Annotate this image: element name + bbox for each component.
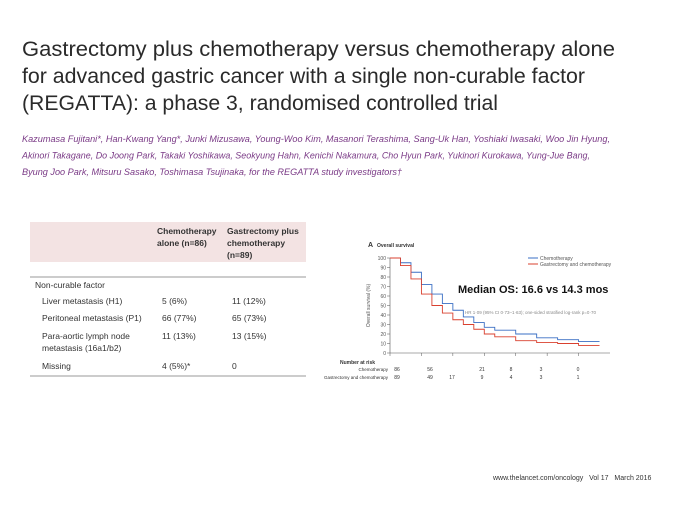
y-tick-label: 90: [380, 265, 386, 271]
survival-curve: [390, 257, 600, 346]
cell: 0: [232, 361, 237, 371]
column-header: Gastrectomy plus: [227, 226, 299, 236]
row-label: Missing: [42, 361, 71, 371]
y-tick-label: 60: [380, 294, 386, 300]
cell: 5 (6%): [162, 296, 187, 306]
y-tick-label: 40: [380, 313, 386, 319]
column-header: (n=89): [227, 250, 252, 260]
row-label: Peritoneal metastasis (P1): [42, 313, 142, 323]
row-label: metastasis (16a1/b2): [42, 343, 122, 353]
authors: Byung Joo Park, Mitsuru Sasako, Toshimas…: [22, 167, 403, 178]
column-header: Chemotherapy: [157, 226, 217, 236]
risk-value: 56: [427, 367, 433, 373]
paper-title: Gastrectomy plus chemotherapy versus che…: [22, 38, 615, 61]
cell: 66 (77%): [162, 313, 197, 323]
y-tick-label: 100: [378, 256, 387, 262]
chart-note: HR 1·09 (95% CI 0·73–1·63); one-sided st…: [465, 310, 596, 315]
risk-value: 9: [481, 375, 484, 381]
cell: 11 (13%): [162, 331, 196, 341]
cell: 65 (73%): [232, 313, 267, 323]
section-label: Non-curable factor: [35, 280, 105, 290]
paper-title: (REGATTA): a phase 3, randomised control…: [22, 92, 498, 115]
risk-value: 86: [394, 367, 400, 373]
y-axis-label: Overall survival (%): [366, 283, 372, 327]
risk-value: 49: [427, 375, 433, 381]
legend-label: Gastrectomy and chemotherapy: [540, 262, 612, 268]
y-tick-label: 0: [383, 351, 386, 357]
risk-row-label: Gastrectomy and chemotherapy: [324, 375, 389, 380]
y-tick-label: 80: [380, 275, 386, 281]
authors: Akinori Takagane, Do Joong Park, Takaki …: [21, 151, 590, 162]
risk-value: 1: [577, 375, 580, 381]
cell: 11 (12%): [232, 296, 266, 306]
annotation: Median OS: 16.6 vs 14.3 mos: [458, 284, 608, 296]
risk-value: 0: [577, 367, 580, 373]
risk-value: 21: [479, 367, 485, 373]
y-tick-label: 20: [380, 332, 386, 338]
survival-curve: [390, 257, 600, 343]
paper-title: for advanced gastric cancer with a singl…: [22, 65, 585, 88]
row-label: Para-aortic lymph node: [42, 331, 130, 341]
risk-value: 89: [394, 375, 400, 381]
risk-value: 3: [540, 367, 543, 373]
y-tick-label: 50: [380, 303, 386, 309]
footer: www.thelancet.com/oncology Vol 17 March …: [492, 475, 651, 482]
authors: Kazumasa Fujitani*, Han-Kwang Yang*, Jun…: [22, 134, 610, 145]
y-tick-label: 70: [380, 284, 386, 290]
risk-value: 4: [510, 375, 513, 381]
risk-value: 8: [510, 367, 513, 373]
panel-label: A: [368, 242, 373, 249]
cell: 4 (5%)*: [162, 361, 191, 371]
y-tick-label: 30: [380, 322, 386, 328]
risk-value: 3: [540, 375, 543, 381]
legend-label: Chemotherapy: [540, 256, 573, 262]
column-header: chemotherapy: [227, 238, 285, 248]
risk-title: Number at risk: [340, 360, 375, 366]
risk-value: 17: [449, 375, 455, 381]
column-header: alone (n=86): [157, 238, 207, 248]
cell: 13 (15%): [232, 331, 267, 341]
row-label: Liver metastasis (H1): [42, 296, 122, 306]
table-header-band: [30, 222, 306, 262]
chart-title: Overall survival: [377, 243, 415, 249]
risk-row-label: Chemotherapy: [358, 367, 388, 372]
y-tick-label: 10: [380, 341, 386, 347]
